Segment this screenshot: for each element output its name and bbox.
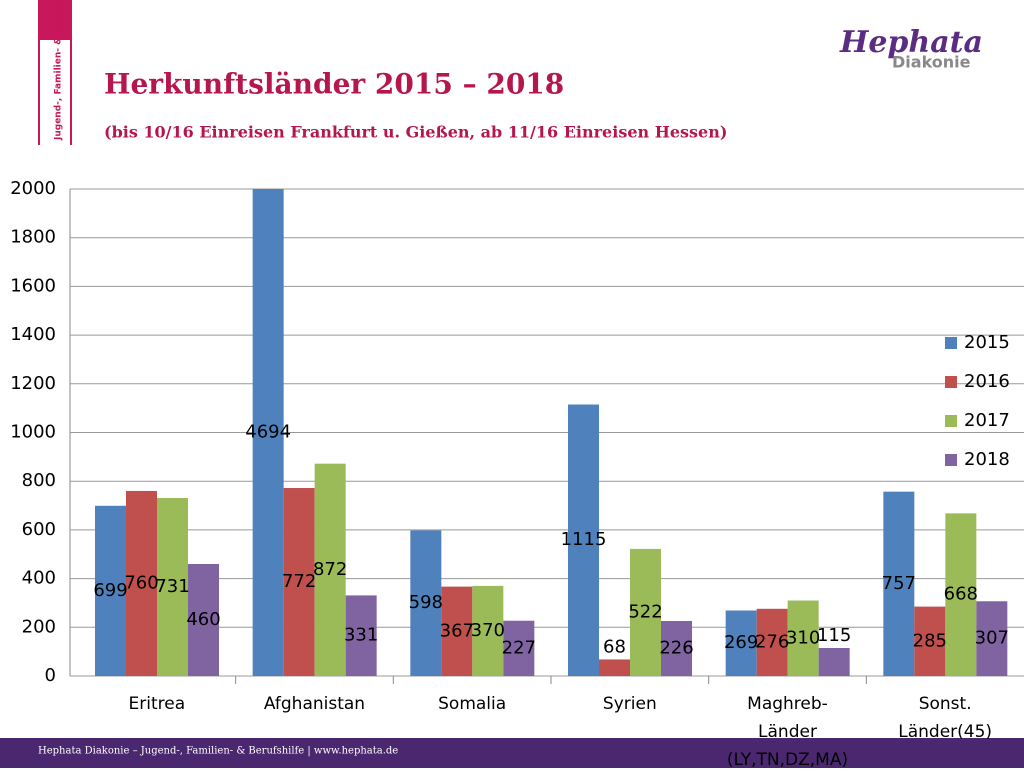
data-label: 460 — [186, 609, 220, 630]
bar — [252, 189, 284, 676]
y-tick-label: 600 — [22, 519, 56, 540]
data-label: 226 — [659, 637, 693, 658]
data-label: 757 — [882, 573, 916, 594]
bar — [95, 505, 126, 676]
logo: Hephata — [839, 25, 983, 60]
sidebar-panel — [40, 40, 70, 145]
data-label: 522 — [628, 601, 662, 622]
y-tick-label: 1800 — [10, 227, 56, 248]
footer-bar — [0, 738, 1024, 768]
bar — [410, 530, 442, 676]
data-label: 4694 — [245, 422, 291, 443]
x-tick-label: Afghanistan — [263, 694, 366, 714]
data-label: 367 — [440, 620, 474, 641]
bar — [568, 404, 599, 676]
chart-title: Herkunftsländer 2015 – 2018 — [104, 68, 564, 101]
legend-label: 2017 — [964, 410, 1010, 431]
bar — [756, 608, 788, 676]
y-tick-label: 1400 — [10, 324, 56, 345]
data-label: 227 — [502, 637, 536, 658]
bar — [976, 601, 1008, 676]
y-tick-label: 0 — [45, 665, 56, 686]
bar — [725, 610, 757, 676]
legend-swatch — [945, 415, 957, 427]
y-tick-label: 400 — [22, 568, 56, 589]
data-label: 699 — [93, 580, 127, 601]
data-label: 68 — [603, 636, 626, 657]
bar — [945, 513, 977, 676]
y-tick-label: 2000 — [10, 178, 56, 199]
y-tick-label: 800 — [22, 470, 56, 491]
data-label: 668 — [944, 584, 978, 605]
bar — [787, 600, 819, 676]
data-label: 285 — [913, 630, 947, 651]
y-tick-label: 200 — [22, 616, 56, 637]
data-label: 307 — [975, 628, 1009, 649]
legend-swatch — [945, 376, 957, 388]
data-label: 731 — [155, 576, 189, 597]
bar — [883, 491, 915, 676]
data-label: 1115 — [561, 529, 607, 550]
data-label: 331 — [344, 625, 378, 646]
logo-sub: Diakonie — [892, 53, 971, 72]
bar — [345, 595, 377, 676]
bar — [503, 620, 535, 676]
data-label: 772 — [282, 571, 316, 592]
bar — [188, 563, 219, 676]
y-tick-label: 1600 — [10, 275, 56, 296]
bar — [441, 586, 473, 676]
data-label: 760 — [124, 572, 158, 593]
data-label: 269 — [724, 632, 758, 653]
x-tick-label: Maghreb-Länder (LY,TN,DZ,MA) — [726, 694, 849, 770]
y-tick-label: 1000 — [10, 422, 56, 443]
x-tick-label: Sonst. Länder(45) — [898, 694, 993, 742]
chart-subtitle: (bis 10/16 Einreisen Frankfurt u. Gießen… — [104, 123, 727, 142]
bar — [157, 498, 188, 676]
legend-swatch — [945, 337, 957, 349]
bar — [661, 620, 692, 676]
y-tick-label: 1200 — [10, 373, 56, 394]
data-label: 310 — [786, 627, 820, 648]
bar — [914, 606, 946, 676]
data-label: 115 — [817, 625, 851, 646]
bar — [126, 490, 157, 676]
bar — [314, 463, 346, 676]
legend-label: 2015 — [964, 332, 1010, 353]
data-label: 370 — [471, 620, 505, 641]
data-label: 872 — [313, 559, 347, 580]
x-tick-label: Somalia — [438, 694, 507, 714]
footer: Hephata Diakonie – Jugend-, Familien- & … — [38, 746, 398, 757]
x-tick-label: Syrien — [602, 694, 657, 714]
data-label: 598 — [409, 592, 443, 613]
x-tick-label: Eritrea — [128, 694, 186, 714]
legend-label: 2016 — [964, 371, 1010, 392]
sidebar-text: Jugend-, Familien- & Berufshilfe — [54, 0, 64, 141]
legend-swatch — [945, 454, 957, 466]
bar — [283, 488, 315, 676]
plot-area — [95, 189, 1008, 676]
data-label: 276 — [755, 631, 789, 652]
bar — [630, 548, 661, 676]
legend-label: 2018 — [964, 449, 1010, 470]
bar — [599, 659, 630, 676]
bar — [818, 647, 850, 676]
bar — [472, 585, 504, 676]
